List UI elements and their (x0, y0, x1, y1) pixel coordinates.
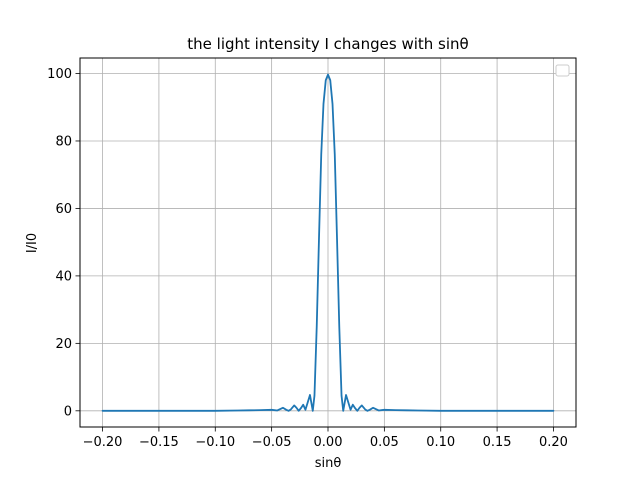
y-tick-label: 40 (55, 269, 72, 284)
y-tick-label: 0 (64, 404, 72, 419)
y-tick-label: 100 (47, 67, 72, 82)
x-tick-label: −0.20 (83, 435, 123, 450)
y-tick-label: 60 (55, 202, 72, 217)
y-tick-label: 20 (55, 337, 72, 352)
x-axis-ticks: −0.20 −0.15 −0.10 −0.05 0.00 0.05 0.10 0.15 0.20 (83, 427, 568, 450)
x-tick-label: 0.10 (426, 435, 455, 450)
grid (80, 58, 576, 427)
x-tick-label: −0.05 (252, 435, 292, 450)
series-layer (101, 73, 555, 412)
legend-box (555, 64, 570, 77)
series-line-0 (101, 73, 555, 412)
x-tick-label: 0.00 (314, 435, 343, 450)
x-tick-label: 0.15 (483, 435, 512, 450)
x-tick-label: −0.10 (195, 435, 235, 450)
chart-title: the light intensity I changes with sinθ (187, 35, 468, 53)
x-axis-label: sinθ (315, 456, 342, 471)
y-tick-label: 80 (55, 134, 72, 149)
x-tick-label: 0.20 (539, 435, 568, 450)
y-axis-ticks: 0 20 40 60 80 100 (47, 67, 80, 419)
x-tick-label: 0.05 (370, 435, 399, 450)
x-tick-label: −0.15 (139, 435, 179, 450)
y-axis-label: I/I0 (25, 233, 40, 253)
